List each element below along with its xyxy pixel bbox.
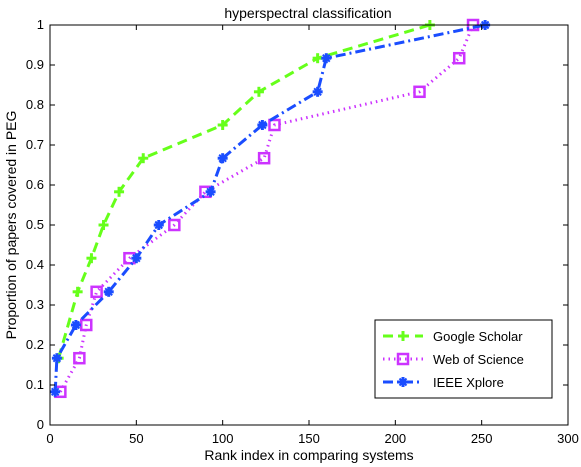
data-point-google-scholar — [86, 253, 97, 264]
y-tick-label: 0.6 — [26, 177, 44, 192]
y-tick-label: 0.8 — [26, 97, 44, 112]
data-point-ieee-xplore — [321, 53, 332, 64]
y-tick-label: 0.9 — [26, 57, 44, 72]
data-point-web-of-science — [80, 318, 93, 332]
axis-ticks: 0 50 100 150 200 250 300 0 0.1 0.2 0.3 0.4 0.5 0.6 0.7… — [26, 17, 579, 446]
data-point-web-of-science — [452, 51, 466, 65]
y-tick-label: 0.4 — [26, 257, 44, 272]
legend-label-ieee-xplore: IEEE Xplore — [433, 375, 504, 390]
data-point-ieee-xplore — [50, 386, 61, 397]
data-point-google-scholar — [72, 286, 83, 297]
data-point-google-scholar — [217, 120, 228, 130]
data-point-web-of-science — [413, 85, 426, 99]
data-point-ieee-xplore — [70, 320, 81, 330]
data-point-google-scholar — [253, 86, 264, 97]
legend-marker-web-of-science — [396, 352, 410, 366]
x-tick-label: 100 — [212, 431, 234, 446]
series-line-ieee-xplore — [53, 23, 486, 392]
x-tick-label: 200 — [384, 431, 406, 446]
data-point-ieee-xplore — [103, 286, 114, 297]
data-point-web-of-science — [168, 218, 181, 232]
data-point-web-of-science — [73, 351, 86, 365]
data-point-ieee-xplore — [205, 186, 216, 197]
y-tick-label: 0 — [37, 417, 44, 432]
data-point-google-scholar — [114, 186, 125, 197]
legend-marker-ieee-xplore — [398, 377, 408, 387]
data-point-ieee-xplore — [51, 353, 62, 364]
x-tick-label: 0 — [46, 431, 53, 446]
y-axis-title: Proportion of papers covered in PEG — [3, 111, 19, 340]
data-point-ieee-xplore — [257, 120, 268, 130]
y-tick-label: 0.7 — [26, 137, 44, 152]
x-tick-label: 50 — [129, 431, 143, 446]
data-point-google-scholar — [98, 220, 109, 230]
data-point-ieee-xplore — [131, 253, 142, 264]
y-tick-label: 0.3 — [26, 297, 44, 312]
x-tick-label: 300 — [557, 431, 579, 446]
y-tick-label: 0.1 — [26, 377, 44, 392]
data-point-google-scholar — [138, 153, 149, 164]
series-line-google-scholar — [57, 23, 431, 359]
y-tick-label: 0.5 — [26, 217, 44, 232]
data-point-ieee-xplore — [312, 86, 323, 97]
data-point-web-of-science — [90, 285, 103, 299]
x-tick-label: 150 — [298, 431, 320, 446]
y-tick-label: 1 — [37, 17, 44, 32]
legend-label-web-of-science: Web of Science — [433, 352, 524, 367]
x-axis-title: Rank index in comparing systems — [204, 447, 413, 463]
legend-marker-google-scholar — [398, 331, 408, 341]
data-point-ieee-xplore — [217, 153, 228, 164]
x-tick-label: 250 — [471, 431, 493, 446]
chart-title: hyperspectral classification — [224, 5, 391, 21]
data-point-web-of-science — [257, 151, 271, 165]
data-point-google-scholar — [312, 53, 323, 64]
y-tick-label: 0.2 — [26, 337, 44, 352]
data-point-web-of-science — [268, 118, 281, 132]
legend-label-google-scholar: Google Scholar — [433, 329, 523, 344]
legend: Google Scholar Web of Science IEEE Xplore — [374, 319, 553, 399]
data-point-ieee-xplore — [153, 220, 164, 230]
